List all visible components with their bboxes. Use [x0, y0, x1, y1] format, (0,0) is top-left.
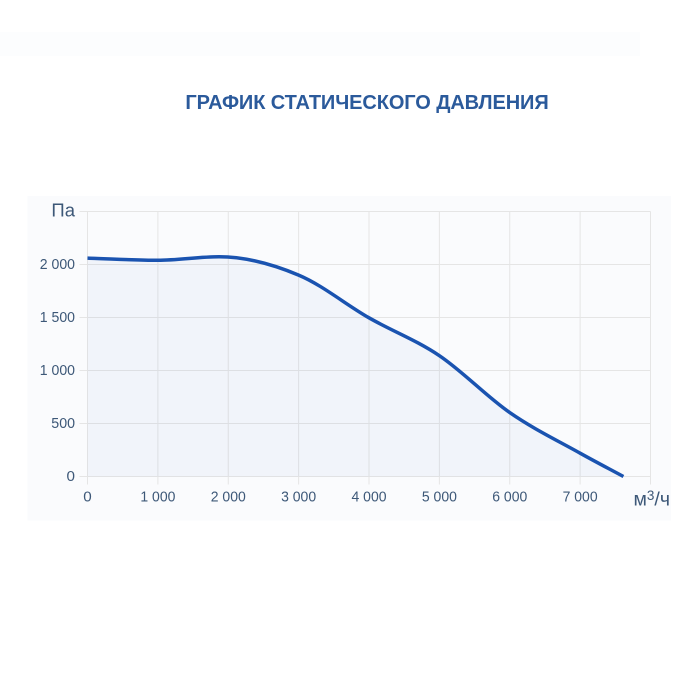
- svg-text:м3/ч: м3/ч: [634, 488, 671, 510]
- svg-text:1 000: 1 000: [140, 488, 175, 505]
- svg-text:500: 500: [51, 415, 75, 432]
- svg-text:3 000: 3 000: [281, 488, 316, 505]
- svg-text:4 000: 4 000: [352, 488, 387, 505]
- svg-text:5 000: 5 000: [422, 488, 457, 505]
- svg-text:Па: Па: [51, 200, 75, 221]
- svg-text:1 000: 1 000: [40, 362, 75, 379]
- svg-text:0: 0: [83, 488, 91, 505]
- svg-text:2 000: 2 000: [211, 488, 246, 505]
- svg-text:1 500: 1 500: [40, 309, 75, 326]
- svg-text:6 000: 6 000: [492, 488, 527, 505]
- svg-text:2 000: 2 000: [40, 256, 75, 273]
- svg-text:7 000: 7 000: [563, 488, 598, 505]
- svg-text:0: 0: [67, 468, 75, 485]
